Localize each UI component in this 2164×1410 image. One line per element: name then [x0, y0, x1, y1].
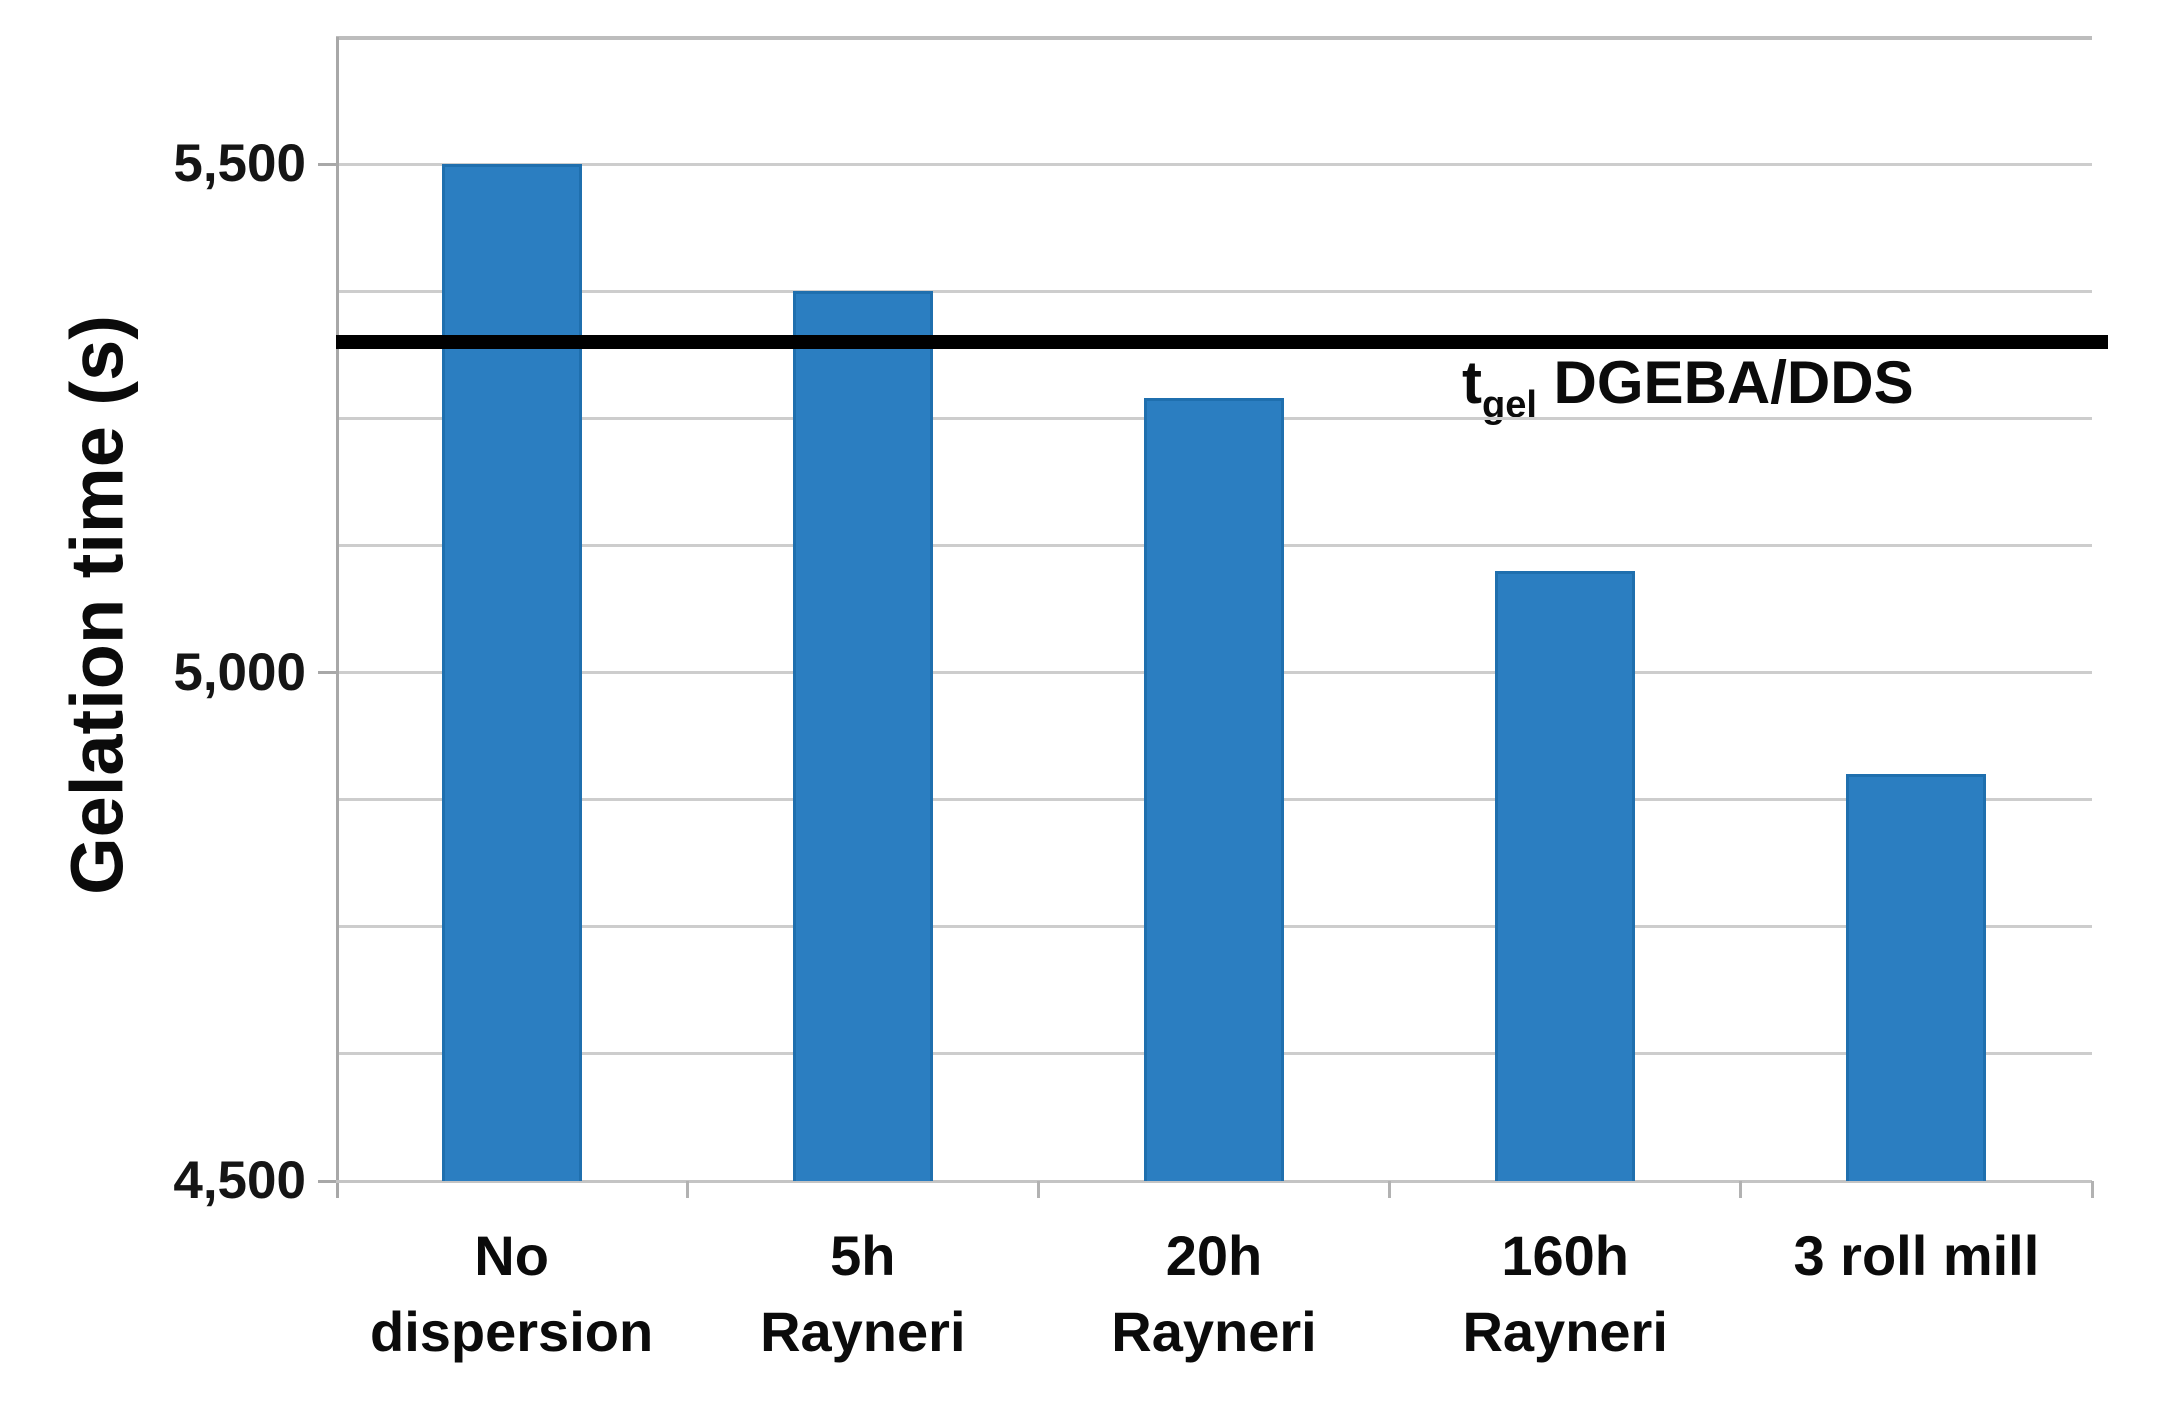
y-tick-label: 4,500	[173, 1151, 306, 1210]
y-axis-tick	[318, 162, 336, 166]
bar-3	[1144, 397, 1284, 1181]
bar-2	[792, 291, 933, 1181]
y-tick-label: 5,500	[173, 134, 306, 194]
reference-label-prefix: t	[1462, 349, 1482, 416]
x-category-label: 160h Rayneri	[1462, 1224, 1668, 1363]
gridline	[336, 162, 2092, 166]
x-category-label: 5h Rayneri	[760, 1224, 966, 1363]
x-category-label: No dispersion	[370, 1224, 654, 1363]
reference-label-suffix: DGEBA/DDS	[1536, 349, 1914, 416]
y-axis-tick	[318, 671, 336, 675]
reference-line	[336, 335, 2108, 350]
x-category-label: 3 roll mill	[1793, 1224, 2040, 1287]
gridline	[336, 289, 2092, 293]
x-category-label: 20h Rayneri	[1111, 1224, 1317, 1363]
y-tick-label: 5,000	[173, 642, 306, 702]
x-axis-tick	[2090, 1181, 2094, 1198]
y-axis-title: Gelation time (s)	[55, 315, 139, 895]
x-axis-tick	[685, 1181, 689, 1198]
gridline	[336, 35, 2092, 40]
y-axis	[336, 37, 339, 1198]
x-axis	[336, 1179, 2092, 1183]
bar-1	[441, 164, 582, 1181]
reference-line-label: tgel DGEBA/DDS	[1462, 348, 1914, 427]
bar-4	[1495, 570, 1636, 1181]
x-axis-tick	[1036, 1181, 1040, 1198]
x-axis-tick	[1739, 1181, 1743, 1198]
x-axis-tick	[1388, 1181, 1392, 1198]
y-axis-tick	[318, 1179, 336, 1183]
bar-5	[1846, 774, 1987, 1181]
